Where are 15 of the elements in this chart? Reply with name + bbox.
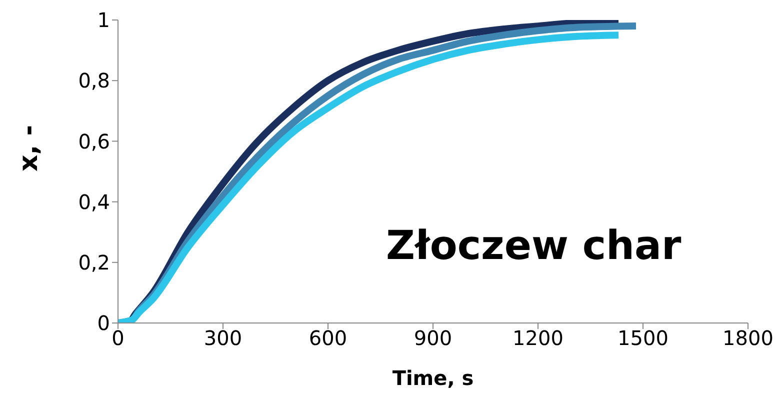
x-tick-label: 300 <box>204 326 242 350</box>
y-tick-label: 0,4 <box>78 190 110 214</box>
y-tick-label: 0,2 <box>78 250 110 274</box>
y-tick-label: 0 <box>97 311 110 336</box>
x-tick-label: 600 <box>308 326 348 350</box>
y-tick-label: 1 <box>97 8 110 32</box>
x-axis-title: Time, s <box>392 366 474 390</box>
x-tick-label: 1500 <box>618 326 668 350</box>
y-axis-title: x, - <box>14 125 44 172</box>
y-tick-label: 0,8 <box>78 68 110 93</box>
x-tick-label: 900 <box>414 326 452 350</box>
x-tick-label: 1200 <box>512 326 564 350</box>
annotation: Złoczew char <box>386 223 682 269</box>
x-tick-label: 1800 <box>722 326 774 350</box>
y-tick-label: 0,6 <box>78 129 110 154</box>
